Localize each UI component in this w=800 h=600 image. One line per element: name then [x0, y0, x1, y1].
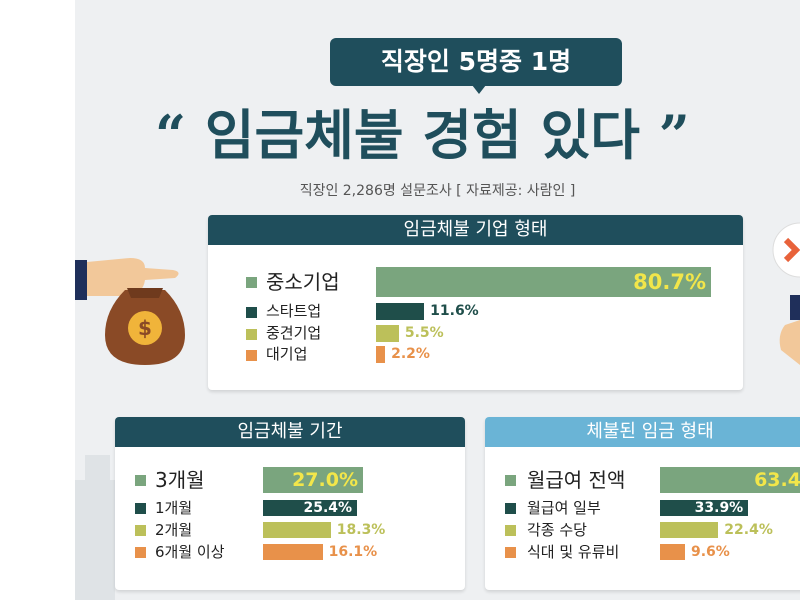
legend-swatch [135, 503, 146, 514]
category-label: 2개월 [155, 521, 193, 539]
company-type-panel: 임금체불 기업 형태 중소기업 80.7% 스타트업 11.6% 중견기업 5.5% 대기업… [208, 215, 743, 390]
wage-type-title: 체불된 임금 형태 [485, 417, 800, 447]
data-label: 27.0% [292, 469, 358, 491]
headline-pill-tail [472, 85, 486, 94]
background-building [85, 455, 110, 485]
headline-pill: 직장인 5명중 1명 [330, 38, 622, 86]
legend-swatch [246, 277, 257, 288]
legend-swatch [246, 349, 257, 361]
money-bag-icon: $ [75, 258, 185, 365]
legend-swatch [505, 547, 516, 558]
category-label: 중견기업 [266, 324, 322, 342]
close-quote: ” [658, 103, 690, 167]
svg-text:$: $ [138, 316, 152, 340]
hand-icon [87, 258, 179, 296]
bar [660, 544, 685, 560]
hand-icon [779, 295, 800, 365]
legend-swatch [135, 525, 146, 536]
category-label: 중소기업 [266, 270, 340, 294]
data-label: 9.6% [690, 544, 730, 560]
category-label: 월급여 전액 [527, 468, 626, 492]
bar [263, 544, 323, 560]
headline: “ 임금체불 경험 있다 ” [155, 100, 800, 170]
bar [376, 267, 711, 297]
bar [376, 325, 399, 342]
data-label: 80.7% [633, 270, 706, 294]
data-label: 11.6% [430, 303, 479, 319]
bar [376, 303, 425, 320]
data-label: 16.1% [328, 544, 378, 560]
category-label: 스타트업 [266, 302, 322, 320]
headline-rest: 경험 있다 [422, 104, 640, 167]
bar [263, 500, 358, 516]
data-label: 25.4% [303, 500, 353, 516]
arrow-right-icon[interactable] [768, 222, 800, 278]
survey-subtitle: 직장인 2,286명 설문조사 [ 자료제공: 사람인 ] [299, 183, 576, 199]
data-label: 2.2% [391, 346, 430, 362]
bar [263, 522, 331, 538]
bar [660, 500, 749, 516]
infographic-canvas: $ 직장인 5명중 1명 “ 임금체불 경험 있다 ” 직장인 2,286명 설… [75, 0, 800, 600]
bar [660, 467, 800, 493]
company-type-title: 임금체불 기업 형태 [208, 215, 743, 245]
legend-swatch [135, 547, 146, 558]
bar [376, 346, 386, 363]
category-label: 각종 수당 [527, 521, 587, 539]
data-label: 5.5% [404, 325, 444, 341]
category-label: 식대 및 유류비 [527, 543, 620, 561]
data-label: 33.9% [694, 500, 744, 516]
legend-swatch [505, 525, 516, 536]
data-label: 18.3% [336, 522, 386, 538]
category-label: 대기업 [266, 345, 308, 363]
period-title: 임금체불 기간 [115, 417, 465, 447]
legend-swatch [246, 328, 257, 340]
category-label: 3개월 [155, 468, 205, 492]
legend-swatch [135, 475, 146, 486]
category-label: 1개월 [155, 499, 193, 517]
category-label: 월급여 일부 [527, 499, 601, 517]
category-label: 6개월 이상 [155, 543, 225, 561]
open-quote: “ [155, 103, 187, 167]
data-label: 63.4% [754, 469, 800, 491]
wage-type-panel: 체불된 임금 형태 월급여 전액 63.4% 월급여 일부 33.9% 각종 수당 22.… [485, 417, 800, 590]
bar [660, 522, 719, 538]
background-building [75, 480, 115, 600]
period-panel: 임금체불 기간 3개월 27.0% 1개월 25.4% 2개월 18.3% 6개월 이상 16… [115, 417, 465, 590]
bar [263, 467, 363, 493]
headline-emphasis: 임금체불 [204, 104, 404, 167]
legend-swatch [505, 475, 516, 486]
data-label: 22.4% [724, 522, 773, 538]
legend-swatch [505, 503, 516, 514]
legend-swatch [246, 306, 257, 318]
coin-icon [128, 311, 162, 345]
